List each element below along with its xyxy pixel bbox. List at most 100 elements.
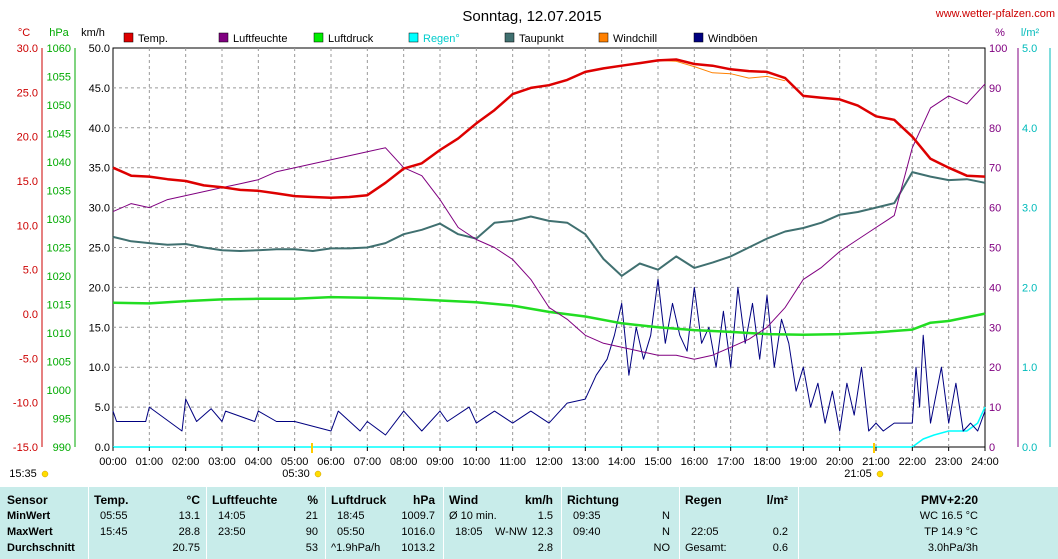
x-tick-label: 02:00: [172, 456, 200, 468]
x-tick-label: 24:00: [971, 456, 999, 468]
humidity-tick: 80: [989, 123, 1001, 135]
wind-tick: 0.0: [95, 442, 110, 454]
x-axis: 00:00 01:00 02:00 03:00 04:00 05:00 06:00 07:00…: [9, 443, 999, 480]
series-lines: [112, 58, 986, 448]
x-tick-label: 04:00: [245, 456, 273, 468]
legend-swatch-5: [598, 32, 609, 43]
sun-icon: [41, 470, 49, 478]
temp-tick: 20.0: [17, 132, 38, 144]
pressure-tick: 1030: [47, 214, 71, 226]
avg-dir-value: NO: [653, 542, 671, 554]
legend-swatch-3: [408, 32, 419, 43]
stats-min-row: MinWert 05:55 13.1 14:05 21 18:45 1009.7…: [0, 508, 1058, 524]
humidity-tick: 90: [989, 83, 1001, 95]
humidity-unit-header: %: [307, 493, 318, 507]
temp-header: Temp.: [94, 493, 129, 507]
legend-swatch-2: [313, 32, 324, 43]
pressure-unit-header: hPa: [412, 493, 435, 507]
avg-rain-value: 0.6: [772, 542, 788, 554]
temp-tick: 5.0: [23, 265, 38, 277]
wind-header: Wind: [449, 493, 479, 507]
rain-tick: 4.0: [1022, 123, 1037, 135]
x-tick-label: 21:00: [862, 456, 890, 468]
min-wind-value: 1.5: [537, 510, 553, 522]
max-press-value: 1016.0: [401, 526, 435, 538]
series-line-luftfeuchte: [112, 83, 986, 360]
legend-swatch-0: [123, 32, 134, 43]
max-dir-value: N: [662, 526, 670, 538]
wind-tick: 25.0: [89, 243, 110, 255]
legend-label-3: Regen°: [423, 33, 460, 45]
temp-tick: -10.0: [13, 398, 38, 410]
rain-tick: 2.0: [1022, 282, 1037, 294]
direction-header: Richtung: [567, 493, 619, 507]
legend: Temp. Luftfeuchte Luftdruck Regen° Taupunkt W…: [123, 32, 758, 45]
temp-tick: 30.0: [17, 43, 38, 55]
pressure-tick: 1025: [47, 243, 71, 255]
humidity-tick: 20: [989, 362, 1001, 374]
max-label: MaxWert: [7, 526, 53, 538]
wind-unit-header: km/h: [524, 493, 553, 507]
pressure-tick: 1045: [47, 129, 71, 141]
max-temp-value: 28.8: [178, 526, 200, 538]
max-dir-time: 09:40: [573, 526, 601, 538]
legend-label-6: Windböen: [708, 33, 758, 45]
max-hum-time: 23:50: [218, 526, 246, 538]
rain-unit-label: l/m²: [1021, 27, 1040, 39]
series-line-regen: [113, 406, 986, 448]
pressure-tick: 1005: [47, 357, 71, 369]
humidity-tick: 70: [989, 163, 1001, 175]
rain-unit-header: l/m²: [766, 493, 788, 507]
wind-tick: 10.0: [89, 362, 110, 374]
humidity-tick: 100: [989, 43, 1007, 55]
pressure-tick: 990: [53, 442, 71, 454]
sun-time-label: 21:05: [844, 468, 872, 480]
max-pmv: TP 14.9 °C: [924, 526, 978, 538]
pmv-header: PMV+2:20: [920, 493, 978, 507]
pressure-tick: 1015: [47, 300, 71, 312]
rain-tick: 0.0: [1022, 442, 1037, 454]
pressure-tick: 1050: [47, 100, 71, 112]
x-tick-label: 11:00: [499, 456, 526, 468]
min-label: MinWert: [7, 510, 51, 522]
x-tick-label: 22:00: [899, 456, 927, 468]
min-temp-time: 05:55: [100, 510, 128, 522]
wind-tick: 5.0: [95, 402, 110, 414]
legend-label-1: Luftfeuchte: [233, 33, 287, 45]
legend-swatch-4: [504, 32, 515, 43]
weather-chart: Sonntag, 12.07.2015 www.wetter-pfalzen.c…: [9, 8, 1055, 480]
max-rain-time: 22:05: [691, 526, 719, 538]
stats-table: Sensor Temp. °C Luftfeuchte % Luftdruck …: [0, 487, 1058, 559]
x-tick-label: 01:00: [136, 456, 164, 468]
x-tick-label: 00:00: [99, 456, 127, 468]
avg-hum-value: 53: [305, 542, 318, 554]
sun-time-label: 05:30: [282, 468, 310, 480]
x-tick-label: 15:00: [644, 456, 672, 468]
x-tick-label: 12:00: [535, 456, 563, 468]
avg-rain-label: Gesamt:: [685, 542, 727, 554]
x-tick-label: 19:00: [790, 456, 818, 468]
avg-label: Durchschnitt: [7, 542, 75, 554]
wind-tick: 45.0: [89, 83, 110, 95]
legend-swatch-6: [693, 32, 704, 43]
series-line-windchill: [657, 59, 786, 82]
x-tick-label: 13:00: [572, 456, 600, 468]
chart-title: Sonntag, 12.07.2015: [462, 8, 601, 25]
temp-tick: 10.0: [17, 220, 38, 232]
temp-tick: -5.0: [19, 353, 38, 365]
axes: -15.0 -10.0 -5.0 0.0 5.0 10.0 15.0 20.0 25.0 30.0…: [13, 43, 1051, 454]
wind-unit-label: km/h: [81, 27, 105, 39]
temp-tick: 0.0: [23, 309, 38, 321]
source-link[interactable]: www.wetter-pfalzen.com: [935, 8, 1055, 20]
humidity-tick: 40: [989, 282, 1001, 294]
x-tick-label: 05:00: [281, 456, 309, 468]
pressure-unit-label: hPa: [49, 27, 69, 39]
x-tick-label: 20:00: [826, 456, 854, 468]
humidity-tick: 50: [989, 243, 1001, 255]
avg-press-value: 1013.2: [401, 542, 435, 554]
rain-tick: 5.0: [1022, 43, 1037, 55]
temp-tick: -15.0: [13, 442, 38, 454]
x-tick-label: 08:00: [390, 456, 418, 468]
min-temp-value: 13.1: [178, 510, 200, 522]
wind-tick: 20.0: [89, 282, 110, 294]
